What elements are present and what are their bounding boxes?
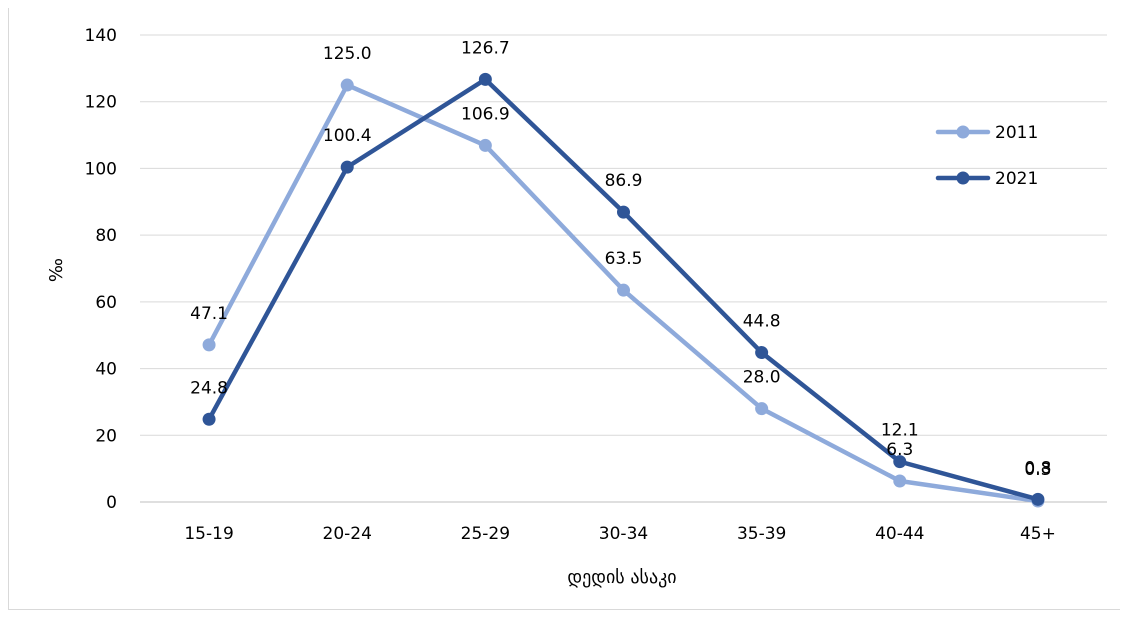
data-point-2011 <box>202 338 216 352</box>
y-tick-label: 60 <box>95 293 117 313</box>
data-point-2011 <box>755 402 769 416</box>
x-axis-ticks: 15-19 20-24 25-29 30-34 35-39 40-44 45+ <box>184 524 1056 544</box>
data-point-2021 <box>202 412 216 426</box>
x-tick-label: 25-29 <box>461 524 510 544</box>
data-label-2021: 12.1 <box>881 421 919 441</box>
legend-label-2021: 2021 <box>995 169 1038 189</box>
data-label-2021: 24.8 <box>190 378 228 398</box>
data-point-2021 <box>893 455 907 469</box>
y-tick-label: 80 <box>95 226 117 246</box>
y-tick-label: 100 <box>85 159 117 179</box>
x-tick-label: 45+ <box>1020 524 1056 544</box>
gridlines <box>140 34 1107 503</box>
data-label-2011: 63.5 <box>605 249 643 269</box>
data-label-2021: 100.4 <box>323 126 372 146</box>
x-tick-label: 30-34 <box>599 524 648 544</box>
data-label-2011: 28.0 <box>743 368 781 388</box>
legend-marker-2011 <box>956 125 970 139</box>
y-tick-label: 120 <box>85 93 117 113</box>
y-axis-ticks: 0 20 40 60 80 100 120 140 <box>85 26 117 513</box>
y-tick-label: 140 <box>85 26 117 46</box>
data-label-2021: 44.8 <box>743 312 781 332</box>
x-tick-label: 20-24 <box>323 524 372 544</box>
data-point-2021 <box>1031 492 1045 506</box>
data-label-2011: 0.3 <box>1024 460 1051 480</box>
x-tick-label: 15-19 <box>184 524 233 544</box>
data-label-2011: 6.3 <box>886 440 913 460</box>
data-label-2011: 47.1 <box>190 304 228 324</box>
data-label-2021: 0.8 <box>1024 458 1051 478</box>
y-tick-label: 0 <box>106 493 117 513</box>
legend-label-2011: 2011 <box>995 123 1038 143</box>
data-label-2021: 86.9 <box>605 171 643 191</box>
chart-frame <box>8 8 1120 610</box>
series-layer <box>202 72 1045 508</box>
data-point-2021 <box>340 160 354 174</box>
legend: 2011 2021 <box>935 123 1038 189</box>
y-tick-label: 40 <box>95 360 117 380</box>
data-label-2011: 106.9 <box>461 104 510 124</box>
y-axis-title: ‰ <box>46 258 67 282</box>
data-labels: 47.1 125.0 106.9 63.5 28.0 6.3 0.3 24.8 100.4 126… <box>190 38 1051 480</box>
data-point-2021 <box>755 346 769 360</box>
legend-marker-2021 <box>956 171 970 185</box>
data-point-2011 <box>893 474 907 488</box>
data-point-2021 <box>478 72 492 86</box>
x-axis-title: დედის ასაკი <box>567 567 676 588</box>
y-tick-label: 20 <box>95 426 117 446</box>
x-tick-label: 35-39 <box>737 524 786 544</box>
data-point-2011 <box>340 78 354 92</box>
data-point-2011 <box>478 138 492 152</box>
data-point-2011 <box>617 283 630 297</box>
data-point-2021 <box>617 205 630 219</box>
data-label-2021: 126.7 <box>461 38 510 58</box>
data-label-2011: 125.0 <box>323 44 372 64</box>
x-tick-label: 40-44 <box>875 524 924 544</box>
